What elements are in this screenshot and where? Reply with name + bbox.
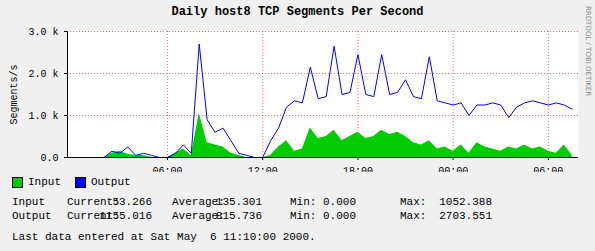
- html-text:815.736: 815.736: [215, 210, 262, 222]
- html-text:Last data entered at Sat May 6: Last data entered at Sat May 6 11:10:00 …: [12, 231, 316, 243]
- html-text:0.000: 0.000: [323, 196, 356, 208]
- html-text:Input: Input: [28, 176, 61, 188]
- html-text:Max:: Max:: [400, 196, 427, 208]
- svg-text:1.0 k: 1.0 k: [28, 111, 58, 122]
- html-text:Input: Input: [12, 196, 45, 208]
- html-text:Output: Output: [12, 210, 52, 222]
- html-text:Current:: Current:: [67, 196, 120, 208]
- html-text:Average:: Average:: [172, 210, 225, 222]
- html-text:Min:: Min:: [290, 196, 317, 208]
- svg-text:06:00: 06:00: [152, 166, 182, 172]
- html-text:Min:: Min:: [290, 210, 317, 222]
- html-text:Average:: Average:: [172, 196, 225, 208]
- html-text:2703.551: 2703.551: [439, 210, 492, 222]
- html-text:53.266: 53.266: [112, 196, 152, 208]
- svg-text:3.0 k: 3.0 k: [28, 27, 58, 38]
- html-text:Output: Output: [91, 176, 131, 188]
- svg-text:Segments/s: Segments/s: [9, 64, 20, 124]
- html-text:RRDTOOL / TOBI OETIKER: RRDTOOL / TOBI OETIKER: [584, 6, 592, 97]
- svg-text:18:00: 18:00: [343, 166, 373, 172]
- svg-text:06:00: 06:00: [533, 166, 563, 172]
- html-text:Max:: Max:: [400, 210, 427, 222]
- html-text:1155.016: 1155.016: [99, 210, 152, 222]
- html-text:1052.388: 1052.388: [439, 196, 492, 208]
- svg-text:00:00: 00:00: [438, 166, 468, 172]
- svg-text:12:00: 12:00: [248, 166, 278, 172]
- html-text:0.000: 0.000: [323, 210, 356, 222]
- svg-text:2.0 k: 2.0 k: [28, 69, 58, 80]
- html-text:Daily host8 TCP Segments Per S: Daily host8 TCP Segments Per Second: [171, 5, 424, 19]
- html-text:135.301: 135.301: [215, 196, 262, 208]
- html-text:Current:: Current:: [67, 210, 120, 222]
- svg-text:0.0: 0.0: [40, 153, 58, 164]
